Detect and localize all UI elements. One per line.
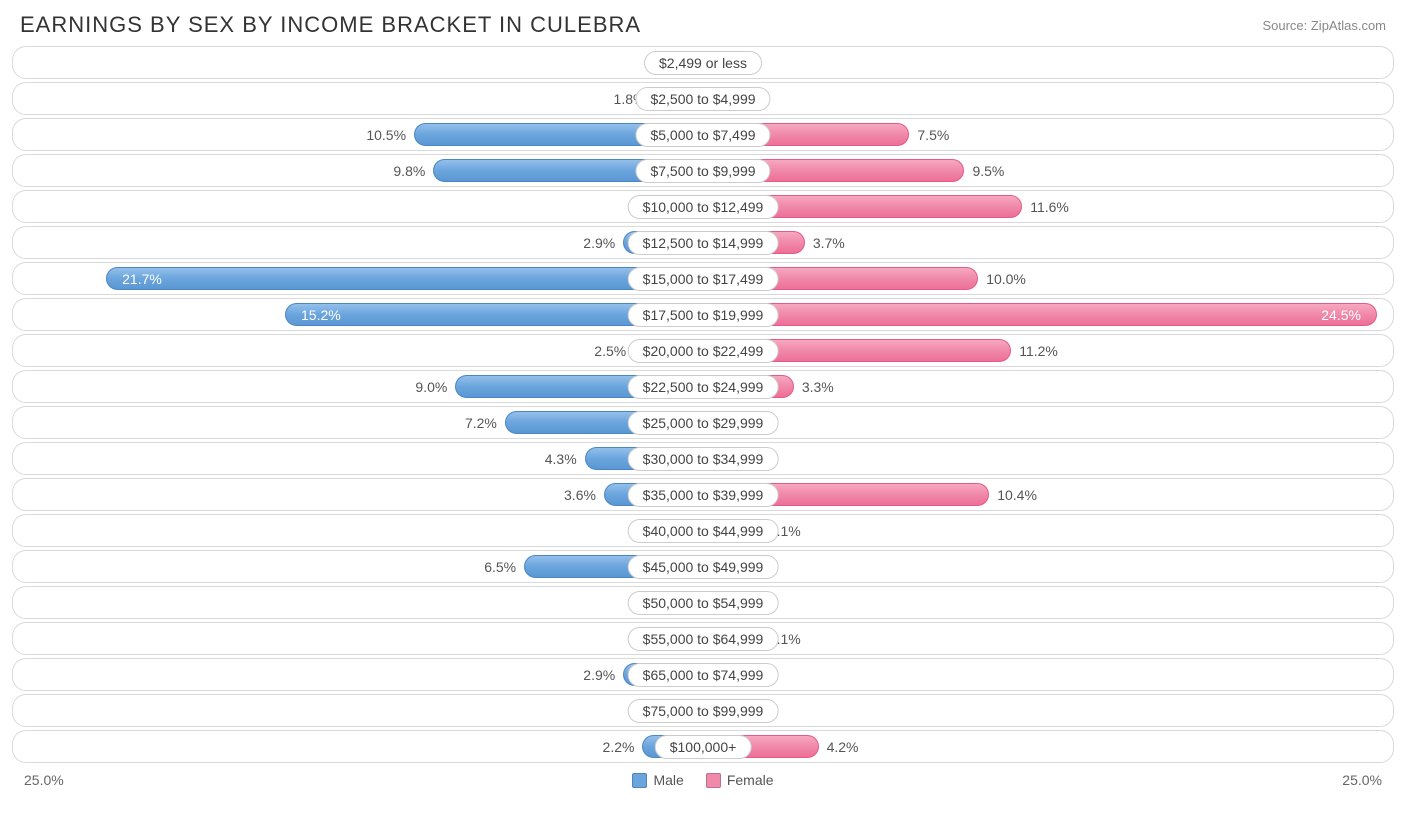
chart-row: 7.2%0.0%$25,000 to $29,999 xyxy=(12,406,1394,439)
chart-row: 21.7% 10.0% $15,000 to $17,499 xyxy=(12,262,1394,295)
chart-title: EARNINGS BY SEX BY INCOME BRACKET IN CUL… xyxy=(20,12,641,38)
chart-footer: 25.0% Male Female 25.0% xyxy=(0,766,1406,800)
chart-row: 6.5%0.0%$45,000 to $49,999 xyxy=(12,550,1394,583)
male-value: 6.5% xyxy=(484,559,516,575)
category-label: $20,000 to $22,499 xyxy=(628,339,779,363)
chart-body: 0.0%0.0%$2,499 or less1.8%0.0%$2,500 to … xyxy=(0,46,1406,763)
chart-row: 9.0% 3.3% $22,500 to $24,999 xyxy=(12,370,1394,403)
female-value: 10.0% xyxy=(986,271,1026,287)
chart-row: 2.2% 4.2% $100,000+ xyxy=(12,730,1394,763)
category-label: $17,500 to $19,999 xyxy=(628,303,779,327)
male-value: 4.3% xyxy=(545,451,577,467)
axis-left-max: 25.0% xyxy=(24,772,64,788)
chart-row: 2.9% 3.7% $12,500 to $14,999 xyxy=(12,226,1394,259)
chart-row: 0.0%11.6%$10,000 to $12,499 xyxy=(12,190,1394,223)
male-value: 2.9% xyxy=(583,235,615,251)
category-label: $100,000+ xyxy=(655,735,752,759)
chart-row: 15.2% 24.5% $17,500 to $19,999 xyxy=(12,298,1394,331)
chart-row: 0.0%2.1%$40,000 to $44,999 xyxy=(12,514,1394,547)
category-label: $40,000 to $44,999 xyxy=(628,519,779,543)
chart-row: 0.0%0.0%$2,499 or less xyxy=(12,46,1394,79)
male-value: 9.8% xyxy=(393,163,425,179)
chart-row: 10.5% 7.5% $5,000 to $7,499 xyxy=(12,118,1394,151)
female-value: 11.2% xyxy=(1019,343,1058,359)
category-label: $75,000 to $99,999 xyxy=(628,699,779,723)
female-value: 7.5% xyxy=(917,127,949,143)
category-label: $35,000 to $39,999 xyxy=(628,483,779,507)
chart-row: 3.6% 10.4% $35,000 to $39,999 xyxy=(12,478,1394,511)
category-label: $25,000 to $29,999 xyxy=(628,411,779,435)
male-value: 10.5% xyxy=(366,127,406,143)
category-label: $10,000 to $12,499 xyxy=(628,195,779,219)
category-label: $50,000 to $54,999 xyxy=(628,591,779,615)
category-label: $30,000 to $34,999 xyxy=(628,447,779,471)
axis-right-max: 25.0% xyxy=(1342,772,1382,788)
female-value: 10.4% xyxy=(997,487,1037,503)
category-label: $45,000 to $49,999 xyxy=(628,555,779,579)
female-value: 3.7% xyxy=(813,235,845,251)
male-value: 3.6% xyxy=(564,487,596,503)
category-label: $2,499 or less xyxy=(644,51,762,75)
female-value: 9.5% xyxy=(972,163,1004,179)
female-value: 3.3% xyxy=(802,379,834,395)
chart-row: 9.8% 9.5% $7,500 to $9,999 xyxy=(12,154,1394,187)
category-label: $15,000 to $17,499 xyxy=(628,267,779,291)
legend: Male Female xyxy=(632,772,773,788)
female-value: 11.6% xyxy=(1030,199,1069,215)
category-label: $55,000 to $64,999 xyxy=(628,627,779,651)
female-value: 24.5% xyxy=(1321,307,1361,323)
male-value: 21.7% xyxy=(122,271,162,287)
chart-row: 0.0%0.0%$75,000 to $99,999 xyxy=(12,694,1394,727)
category-label: $7,500 to $9,999 xyxy=(635,159,770,183)
category-label: $5,000 to $7,499 xyxy=(635,123,770,147)
chart-row: 0.0%2.1%$55,000 to $64,999 xyxy=(12,622,1394,655)
legend-swatch-female xyxy=(706,773,721,788)
chart-row: 4.3%0.0%$30,000 to $34,999 xyxy=(12,442,1394,475)
chart-source: Source: ZipAtlas.com xyxy=(1262,18,1386,33)
male-value: 7.2% xyxy=(465,415,497,431)
male-value: 2.5% xyxy=(594,343,626,359)
legend-label-male: Male xyxy=(653,772,683,788)
category-label: $65,000 to $74,999 xyxy=(628,663,779,687)
chart-row: 0.0%0.0%$50,000 to $54,999 xyxy=(12,586,1394,619)
male-value: 15.2% xyxy=(301,307,341,323)
category-label: $2,500 to $4,999 xyxy=(635,87,770,111)
male-bar xyxy=(106,267,703,290)
chart-row: 2.5% 11.2% $20,000 to $22,499 xyxy=(12,334,1394,367)
male-value: 2.2% xyxy=(603,739,635,755)
legend-item-female: Female xyxy=(706,772,774,788)
female-bar xyxy=(703,303,1377,326)
category-label: $22,500 to $24,999 xyxy=(628,375,779,399)
chart-header: EARNINGS BY SEX BY INCOME BRACKET IN CUL… xyxy=(0,0,1406,46)
male-value: 9.0% xyxy=(415,379,447,395)
chart-row: 2.9%0.0%$65,000 to $74,999 xyxy=(12,658,1394,691)
legend-item-male: Male xyxy=(632,772,683,788)
category-label: $12,500 to $14,999 xyxy=(628,231,779,255)
legend-label-female: Female xyxy=(727,772,774,788)
female-value: 4.2% xyxy=(827,739,859,755)
chart-row: 1.8%0.0%$2,500 to $4,999 xyxy=(12,82,1394,115)
legend-swatch-male xyxy=(632,773,647,788)
male-value: 2.9% xyxy=(583,667,615,683)
